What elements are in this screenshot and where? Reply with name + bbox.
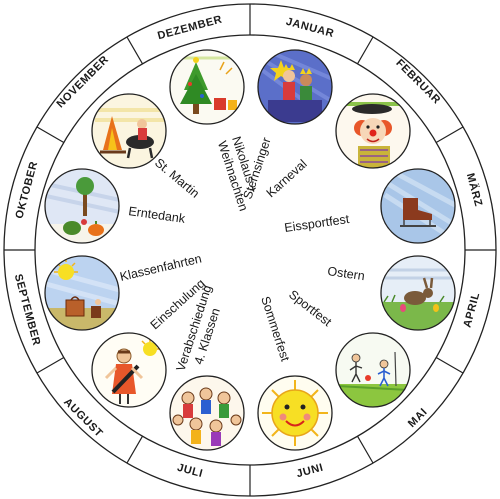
ice-skate-drawing [380, 168, 456, 244]
harvest-drawing [44, 168, 120, 244]
star-singers-drawing [257, 49, 333, 125]
clown-drawing [335, 93, 411, 169]
sun-face-drawing [257, 375, 333, 451]
month-dividers [4, 4, 496, 496]
st-martin-drawing [91, 93, 167, 169]
inner-ring [34, 34, 466, 466]
farewell-kids-drawing [169, 375, 245, 451]
sports-day-drawing [335, 332, 411, 408]
label-ostern: Ostern [327, 264, 366, 283]
class-trip-drawing [44, 255, 120, 331]
christmas-tree-drawing [169, 49, 245, 125]
school-start-drawing [91, 332, 167, 408]
